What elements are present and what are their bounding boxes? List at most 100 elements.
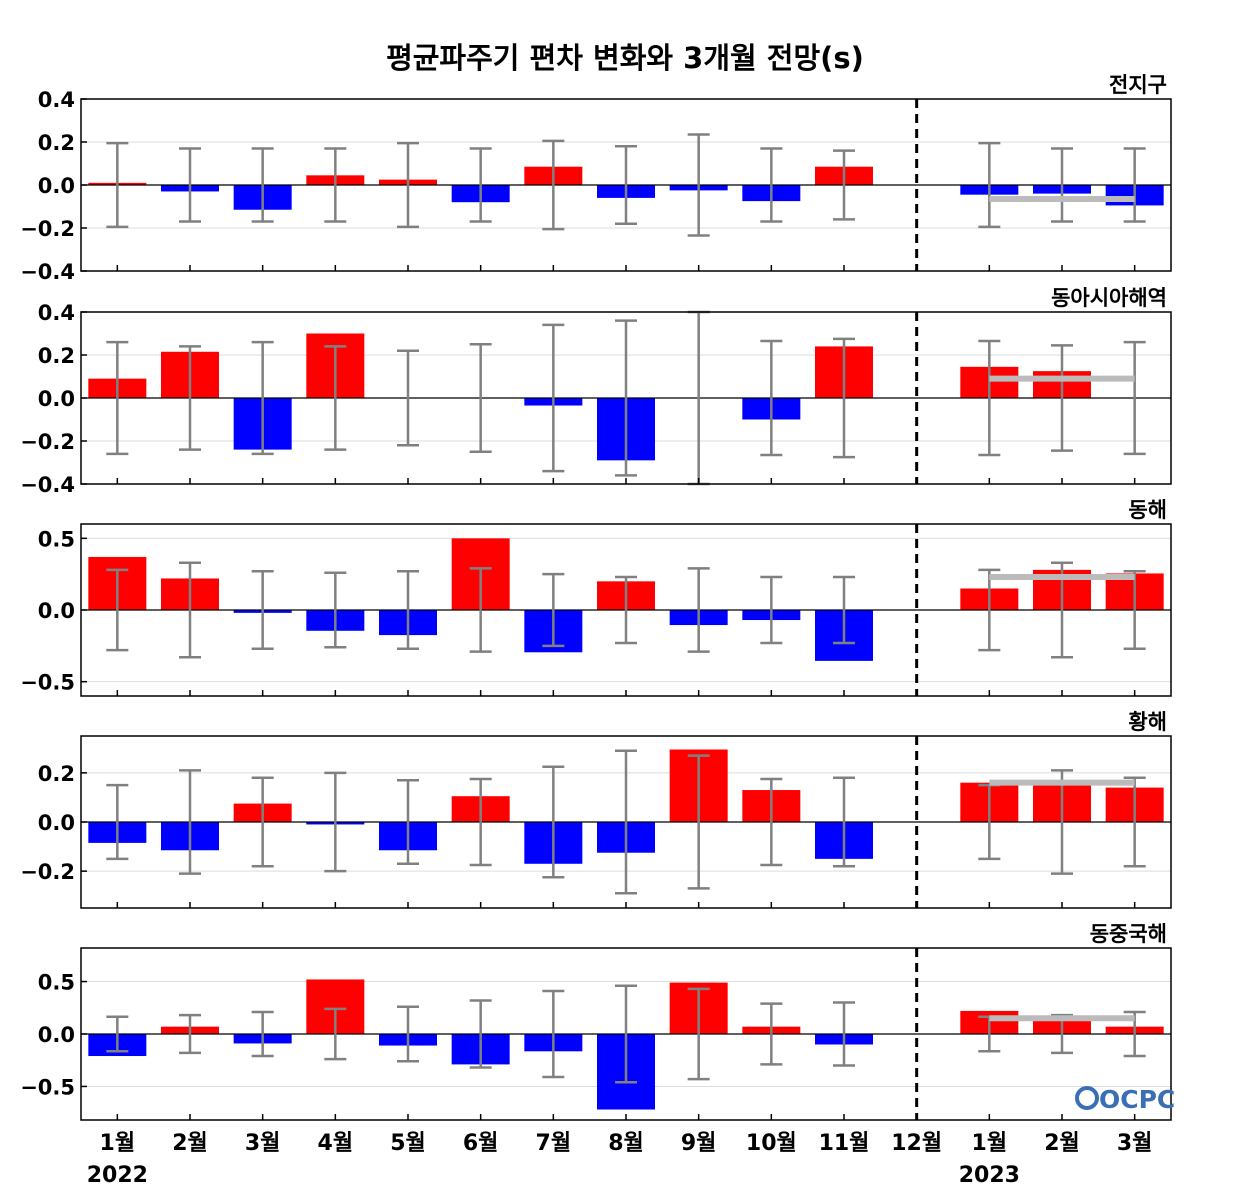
y-tick-label: 0.0	[38, 174, 75, 198]
error-bar	[324, 345, 347, 451]
error-bar	[251, 776, 274, 868]
x-month-label: 11월	[819, 1131, 870, 1156]
error-bar	[106, 340, 129, 456]
error-bar	[1123, 340, 1146, 456]
error-bar	[324, 771, 347, 873]
x-month-label: 8월	[608, 1131, 644, 1156]
y-tick-label: 0.2	[38, 762, 75, 786]
error-bar	[469, 343, 492, 453]
error-bar	[1123, 570, 1146, 650]
x-month-label: 1월	[100, 1131, 136, 1156]
x-month-label: 1월	[972, 1131, 1008, 1156]
error-bar	[469, 777, 492, 867]
error-bar	[397, 349, 419, 447]
error-bar	[615, 575, 637, 645]
error-bar	[469, 567, 492, 653]
error-bar	[324, 1007, 347, 1061]
error-bar	[251, 1010, 274, 1058]
error-bar	[615, 319, 637, 477]
error-bar	[542, 765, 565, 879]
error-bar	[1051, 147, 1073, 223]
error-bar	[542, 989, 565, 1079]
y-tick-label: −0.2	[20, 860, 75, 884]
panel-1: 전지구 −0.4 −0.2 0.0 0.2 0.4	[20, 73, 1172, 284]
x-year-label: 2023	[959, 1163, 1020, 1188]
y-tick-label: 0.0	[38, 387, 75, 411]
error-bar	[1051, 344, 1073, 452]
error-bar	[687, 987, 710, 1081]
error-bar	[687, 133, 710, 237]
y-tick-label: 0.0	[38, 1023, 75, 1047]
error-bar	[179, 345, 201, 451]
y-tick-label: 0.0	[38, 599, 75, 623]
error-bar	[397, 778, 419, 866]
error-bar	[978, 141, 1001, 229]
error-bar	[469, 999, 492, 1069]
error-bar	[1123, 147, 1146, 223]
error-bar	[179, 147, 201, 223]
y-tick-label: −0.2	[20, 430, 75, 454]
x-month-label: 9월	[681, 1131, 717, 1156]
x-month-label: 3월	[1117, 1131, 1153, 1156]
error-bar	[106, 568, 129, 652]
y-tick-label: −0.4	[20, 473, 75, 497]
x-month-label: 10월	[746, 1131, 797, 1156]
error-bar	[1051, 1013, 1073, 1055]
error-bar	[179, 561, 201, 659]
panel-title: 동해	[1128, 498, 1167, 522]
error-bar	[615, 749, 637, 895]
error-bar	[397, 141, 419, 229]
y-tick-label: 0.0	[38, 811, 75, 835]
y-tick-label: −0.5	[20, 671, 75, 695]
error-bar	[687, 754, 710, 890]
error-bar	[833, 149, 855, 221]
error-bar	[687, 567, 710, 653]
ocpc-logo: OCPC	[1075, 1085, 1175, 1114]
error-bar	[179, 1013, 201, 1055]
error-bar	[397, 570, 419, 650]
error-bar	[106, 783, 129, 861]
panel-5: 동중국해 −0.5 0.0 0.5	[20, 922, 1172, 1121]
error-bar	[1051, 769, 1073, 875]
error-bar	[760, 339, 783, 457]
error-bar	[469, 147, 492, 223]
x-month-label: 6월	[463, 1131, 499, 1156]
panel-title: 황해	[1128, 710, 1167, 734]
error-bar	[179, 769, 201, 875]
x-month-label: 2월	[1044, 1131, 1080, 1156]
error-bar	[397, 1005, 419, 1063]
error-bar	[1123, 776, 1146, 868]
y-tick-label: −0.2	[20, 217, 75, 241]
error-bar	[760, 1002, 783, 1066]
error-bar	[760, 147, 783, 223]
error-bar	[615, 984, 637, 1084]
error-bar	[760, 777, 783, 867]
panel-2: 동아시아해역 −0.4 −0.2 0.0 0.2 0.4	[20, 286, 1172, 497]
error-bar	[542, 572, 565, 648]
ocpc-logo-mark	[1075, 1086, 1099, 1110]
y-tick-label: −0.4	[20, 260, 75, 284]
error-bar	[833, 776, 855, 868]
x-month-label: 7월	[536, 1131, 572, 1156]
y-tick-label: −0.5	[20, 1075, 75, 1099]
y-tick-label: 0.5	[38, 527, 75, 551]
error-bar	[833, 1001, 855, 1067]
error-bar	[251, 147, 274, 223]
error-bar	[978, 568, 1001, 652]
x-axis-labels: 1월 2월 3월 4월 5월 6월 7월 8월 9월 10월 11월 12월 1월 2월 3월 2022 202…	[87, 1131, 1153, 1188]
panel-title: 동중국해	[1090, 922, 1167, 946]
x-month-label: 3월	[245, 1131, 281, 1156]
x-year-label: 2022	[87, 1163, 148, 1188]
error-bar	[251, 570, 274, 650]
error-bar	[833, 337, 855, 459]
y-tick-label: 0.2	[38, 131, 75, 155]
error-bar	[978, 339, 1001, 457]
y-tick-label: 0.4	[38, 88, 75, 112]
y-tick-label: 0.5	[38, 971, 75, 995]
panel-4: 황해 −0.2 0.0 0.2	[20, 710, 1172, 909]
x-month-label: 4월	[318, 1131, 354, 1156]
panel-title: 동아시아해역	[1051, 286, 1167, 310]
error-bar	[542, 323, 565, 473]
y-tick-label: 0.4	[38, 301, 75, 325]
